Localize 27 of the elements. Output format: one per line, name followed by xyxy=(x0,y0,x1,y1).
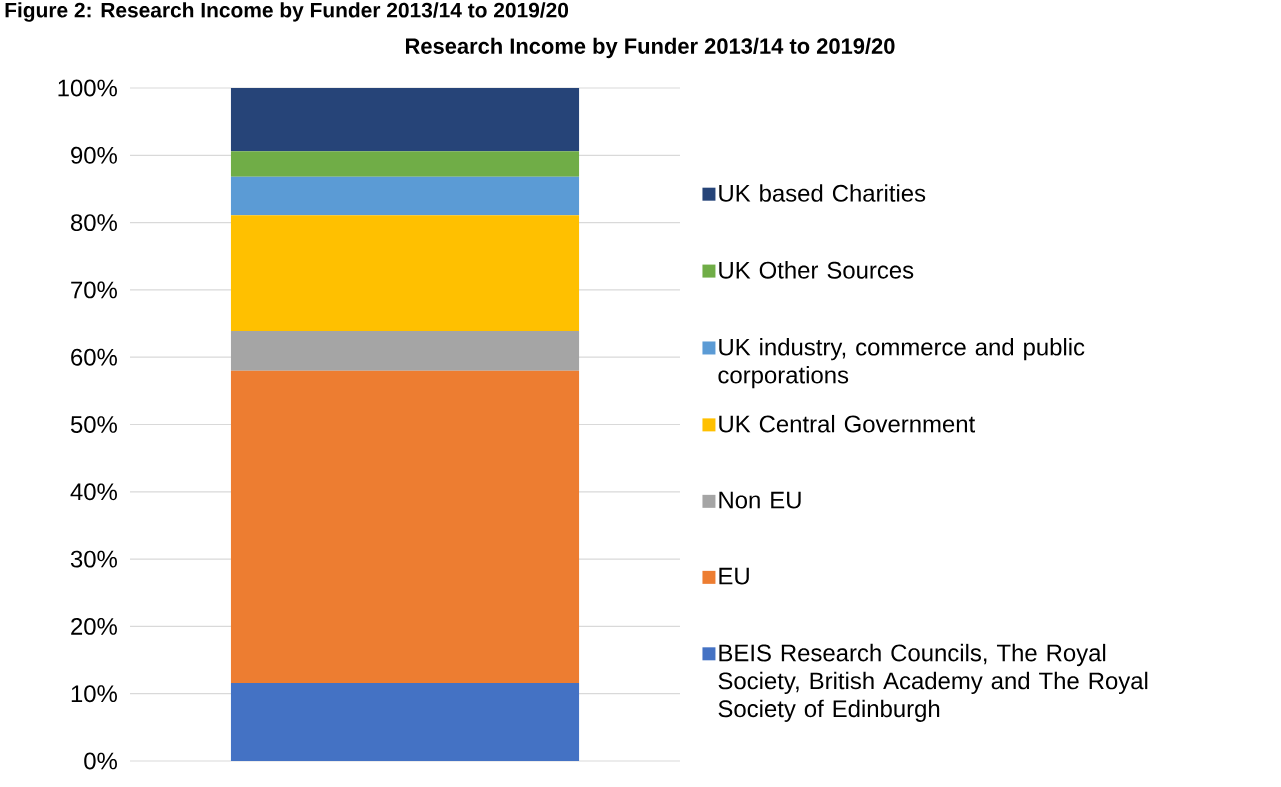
legend-label: UK Other Sources xyxy=(719,261,914,279)
y-tick-label: 60% xyxy=(71,348,117,366)
y-tick-label: 70% xyxy=(71,281,117,299)
bar xyxy=(230,176,580,216)
caption: Figure 2: Research Income by Funder 2013/14 to 2019/20 xyxy=(5,2,569,22)
legend-label: BEIS Research Councils, The Royal Society, British Academy and The Royal Society of Edinburgh xyxy=(718,643,1148,722)
y-tick-label: 80% xyxy=(71,214,117,232)
y-tick-label: 30% xyxy=(70,550,117,568)
legend-label: UK Central Government xyxy=(719,414,976,433)
legend-label: UK based Charities xyxy=(719,184,926,202)
y-tick-label: 100% xyxy=(58,79,117,97)
text: Research Income by Funder 2013/14 to 2019/20 xyxy=(405,37,895,59)
legend-label: Non EU xyxy=(719,491,801,509)
bar xyxy=(230,215,580,331)
y-tick-label: 0% xyxy=(84,752,117,770)
y-tick-label: 90% xyxy=(71,146,117,164)
bar xyxy=(230,370,580,683)
bar xyxy=(230,87,580,152)
bar xyxy=(230,682,580,761)
y-tick-label: 10% xyxy=(71,685,117,703)
y-tick-label: 50% xyxy=(70,416,117,433)
y-tick-label: 40% xyxy=(70,483,117,501)
bar xyxy=(230,330,580,371)
legend-label: EU xyxy=(719,567,749,585)
bar xyxy=(230,151,580,177)
y-tick-label: 20% xyxy=(71,617,117,635)
legend-label: UK industry, commerce and public corporations xyxy=(718,338,1085,389)
